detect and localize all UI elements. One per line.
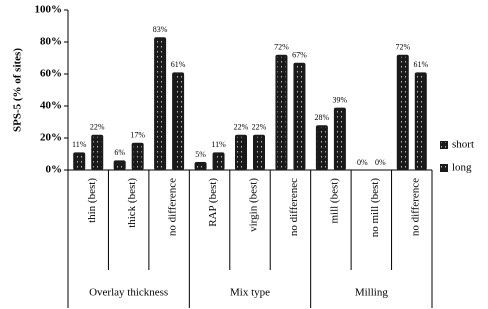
x-tick-label: virgin (best) [248,178,260,232]
bar-texture [277,56,286,170]
bar-texture [237,136,245,170]
value-label: 6% [114,148,125,157]
x-tick-label: no difference [167,178,179,236]
value-label: 67% [292,51,307,60]
value-label: 0% [357,158,368,167]
legend-label: short [452,139,474,151]
bar-texture [196,164,205,170]
x-tick-label: thick (best) [126,178,138,228]
value-label: 0% [375,158,386,167]
bar-texture [214,154,223,170]
bar-texture [416,74,425,170]
x-tick-label: no difference [409,178,421,236]
bar-texture [75,154,84,170]
value-label: 61% [171,60,186,69]
value-label: 17% [130,131,145,140]
y-axis-label: SPS-5 (% of sites) [12,48,24,132]
x-tick-label: no mill (best) [369,178,381,238]
bar-texture [93,136,102,170]
bar-texture [133,144,142,170]
value-label: 22% [234,123,249,132]
bar-texture [174,74,183,170]
legend-texture [441,142,447,148]
bar-texture [156,39,165,171]
value-label: 72% [274,43,289,52]
bar-texture [115,162,124,170]
x-tick-label: RAP (best) [207,178,219,227]
group-label: Milling [355,287,389,299]
legend-label: long [452,162,472,174]
value-label: 61% [413,60,428,69]
y-tick-label: 80% [40,36,62,48]
value-label: 83% [153,25,168,34]
value-label: 39% [333,95,348,104]
bar-texture [317,127,326,170]
value-label: 72% [395,43,410,52]
bar-texture [295,64,304,170]
bar-texture [398,56,407,170]
bar-texture [255,136,263,170]
bar-texture [335,109,344,170]
y-tick-label: 100% [35,4,63,16]
x-tick-label: no differenec [288,178,300,236]
group-label: Overlay thickness [89,287,168,299]
legend-texture [441,165,447,171]
x-tick-label: mill (best) [328,178,340,224]
value-label: 22% [90,123,105,132]
value-label: 5% [195,150,206,159]
y-tick-label: 60% [40,68,62,80]
value-label: 28% [315,113,330,122]
value-label: 11% [211,140,226,149]
value-label: 22% [252,123,267,132]
value-label: 11% [72,140,87,149]
y-tick-label: 20% [40,132,62,144]
y-tick-label: 0% [46,164,63,176]
x-tick-label: thin (best) [86,178,98,223]
group-label: Mix type [230,287,270,299]
y-tick-label: 40% [40,100,62,112]
